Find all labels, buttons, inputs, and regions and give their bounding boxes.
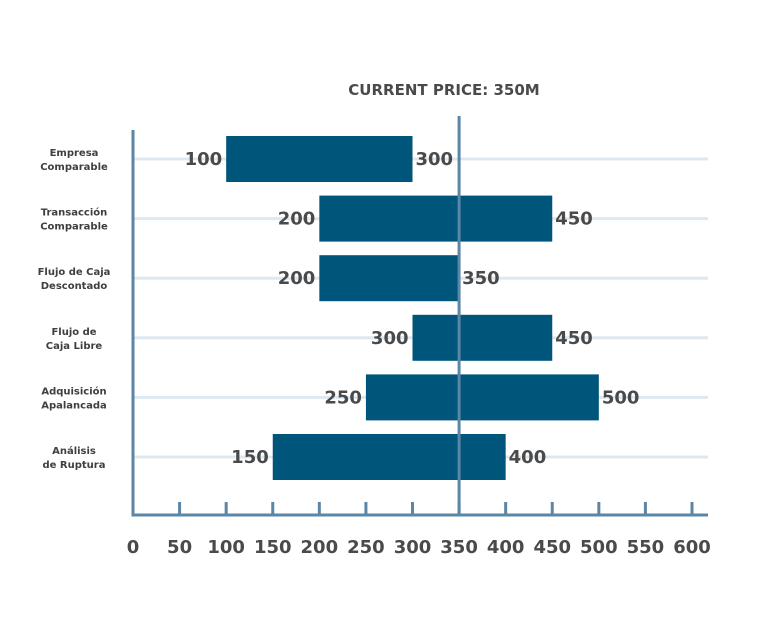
category-label-line: Apalancada [41,400,107,411]
category-label-line: Descontado [41,281,108,292]
bar-high-label: 350 [462,268,500,289]
bars [226,136,599,480]
category-label-line: Comparable [40,222,108,233]
category-label-line: Análisis [52,445,96,457]
x-tick-label: 400 [487,537,525,558]
x-tick-label: 550 [627,537,665,558]
bar-high-label: 400 [509,447,547,468]
bar-3 [412,314,553,361]
bar-low-label: 200 [278,268,316,289]
category-label: Adquisición Apalancada [41,385,107,411]
category-label-line: Adquisición [41,385,106,397]
bar-5 [272,434,506,480]
bar-1 [319,195,553,242]
bar-low-label: 150 [231,447,269,468]
bar-high-label: 450 [555,209,593,230]
bar-high-label: 500 [602,387,640,408]
bar-4 [365,374,599,421]
x-tick-label: 50 [167,537,192,558]
x-tick-label: 500 [580,537,618,558]
category-label-line: Transacción [41,207,108,219]
x-tick-label: 150 [254,537,292,558]
category-label-line: Flujo de [51,327,96,338]
category-label-line: Empresa [50,148,99,159]
category-label-line: Flujo de Caja [38,267,111,278]
category-label: Transacción Comparable [40,207,108,233]
category-label: Análisis de Ruptura [43,445,106,471]
bar-low-label: 300 [371,328,409,349]
bar-high-label: 450 [555,328,593,349]
chart-title: CURRENT PRICE: 350M [348,81,539,99]
bar-0 [226,136,413,182]
x-tick-label: 450 [533,537,571,558]
bar-2 [319,255,460,302]
category-label-line: Caja Libre [46,341,103,352]
x-tick-label: 350 [440,537,478,558]
bar-low-label: 250 [324,387,362,408]
bar-high-label: 300 [416,149,454,170]
labels: 100 300 Empresa Comparable 200 450 Transacción… [38,148,711,558]
x-tick-label: 600 [673,537,711,558]
category-label: Flujo de Caja Libre [46,327,103,352]
x-tick-label: 0 [127,537,140,558]
bar-low-label: 200 [278,209,316,230]
category-label: Flujo de Caja Descontado [38,267,111,292]
axes [131,116,708,517]
x-tick-label: 250 [347,537,385,558]
x-tick-label: 200 [301,537,339,558]
x-tick-label: 100 [207,537,245,558]
category-label: Empresa Comparable [40,148,108,173]
bar-low-label: 100 [185,149,223,170]
category-label-line: de Ruptura [43,460,106,471]
category-label-line: Comparable [40,162,108,173]
x-tick-label: 300 [394,537,432,558]
